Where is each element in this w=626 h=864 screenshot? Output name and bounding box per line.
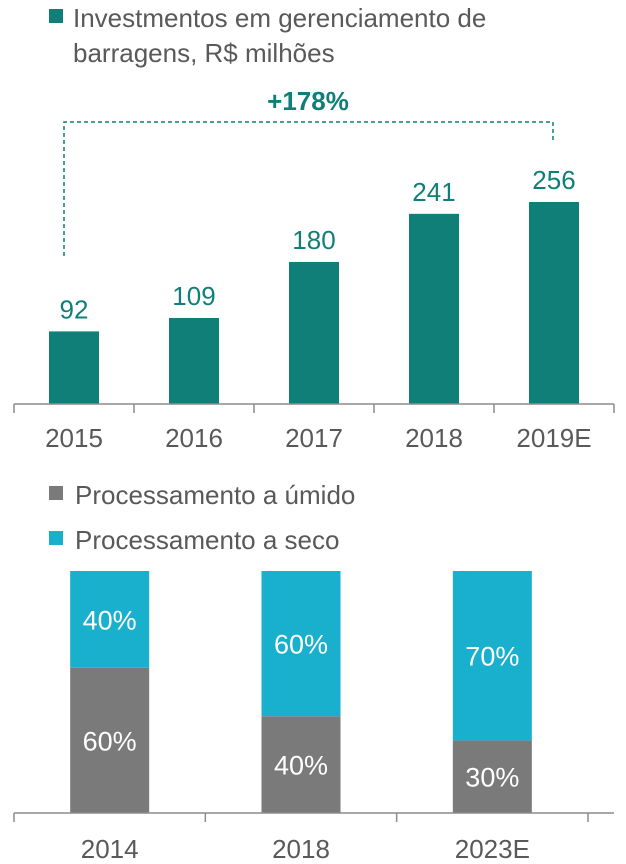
legend-label-investments-line1: Investmentos em gerenciamento de — [73, 3, 486, 33]
data-label-processamento-a-mido-2014: 60% — [83, 726, 137, 756]
bar-2017 — [289, 261, 339, 404]
x-tick-label-2014: 2014 — [81, 834, 139, 864]
growth-bracket-line — [63, 121, 554, 256]
data-label-2015: 92 — [60, 294, 89, 324]
segment-processamento-a-seco-2014 — [70, 571, 150, 668]
bar-group: 92 109 180 241 256 — [49, 165, 579, 404]
data-label-processamento-a-seco-2014: 40% — [83, 605, 137, 635]
x-tick-label-2023e: 2023E — [455, 834, 530, 864]
x-tick-label-2019e: 2019E — [516, 423, 591, 453]
data-label-processamento-a-seco-2023e: 70% — [465, 642, 519, 672]
growth-annotation: +178% — [267, 86, 349, 116]
x-tick-label-2016: 2016 — [165, 423, 223, 453]
data-label-2019e: 256 — [532, 165, 575, 195]
data-label-processamento-a-mido-2018: 40% — [274, 751, 328, 781]
x-tick-label-2015: 2015 — [45, 423, 103, 453]
x-axis-ticks — [13, 813, 589, 822]
x-tick-label-2018: 2018 — [405, 423, 463, 453]
legend-label-investments-line2: barragens, R$ milhões — [73, 38, 335, 68]
legend-swatch-dry — [49, 531, 63, 545]
processing-chart: Processamento a úmido Processamento a se… — [13, 480, 614, 864]
segment-processamento-a-seco-2023e — [452, 571, 532, 741]
x-tick-label-2017: 2017 — [285, 423, 343, 453]
bar-2015 — [49, 331, 99, 404]
data-label-2017: 180 — [292, 225, 335, 255]
bar-2019e — [529, 202, 579, 404]
x-axis-ticks — [13, 404, 615, 413]
segment-processamento-a-mido-2014 — [70, 667, 150, 813]
x-tick-label-2018: 2018 — [272, 834, 330, 864]
legend-swatch-wet — [49, 486, 63, 500]
stacked-bar-group: 60% 40% 40% 60% 30% 70% — [70, 571, 532, 813]
investment-chart: Investmentos em gerenciamento de barrage… — [13, 3, 615, 453]
segment-processamento-a-mido-2018 — [261, 716, 341, 813]
data-label-2016: 109 — [172, 281, 215, 311]
legend-swatch-investments — [49, 9, 63, 23]
data-label-2018: 241 — [412, 177, 455, 207]
segment-processamento-a-mido-2023e — [452, 740, 532, 813]
x-axis-labels: 2015 2016 2017 2018 2019E — [45, 423, 592, 453]
bar-2018 — [409, 213, 459, 404]
segment-processamento-a-seco-2018 — [261, 571, 341, 717]
data-label-processamento-a-seco-2018: 60% — [274, 630, 328, 660]
legend-label-dry: Processamento a seco — [75, 525, 339, 555]
bar-2016 — [169, 317, 219, 404]
x-axis-labels: 2014 2018 2023E — [81, 834, 530, 864]
legend-label-wet: Processamento a úmido — [75, 480, 355, 510]
data-label-processamento-a-mido-2023e: 30% — [465, 763, 519, 793]
